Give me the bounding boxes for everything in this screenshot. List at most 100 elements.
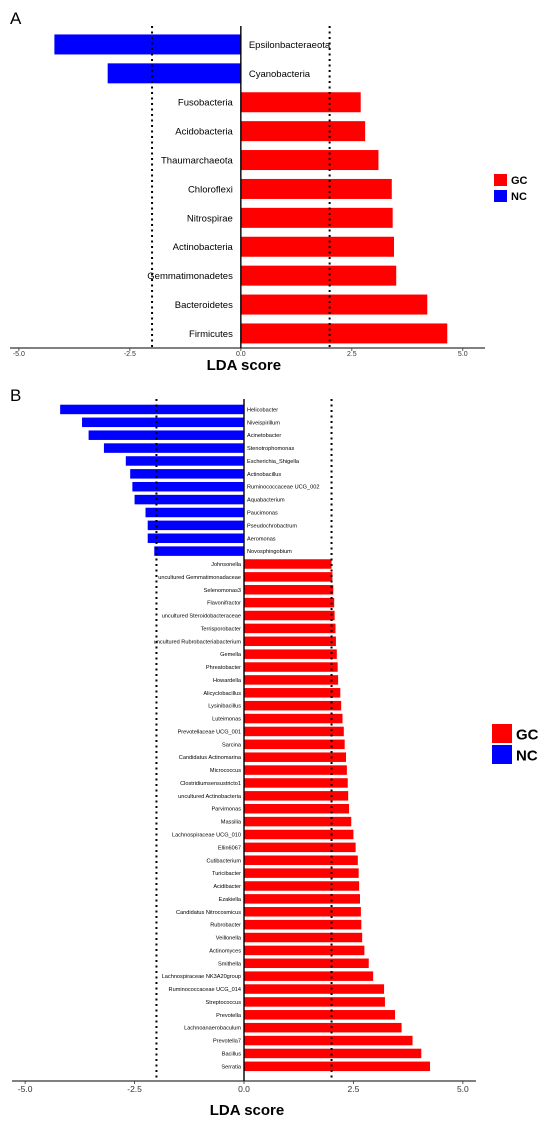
bar-nc — [154, 546, 244, 556]
bar-gc — [244, 932, 363, 943]
bar-gc — [244, 829, 354, 840]
bar-gc — [244, 855, 358, 865]
bar-gc — [244, 1048, 422, 1059]
category-label: Lysinibacillus — [208, 704, 241, 710]
category-label: Acinetobacter — [247, 433, 281, 439]
bar-gc — [244, 688, 341, 698]
category-label: uncultured Actinobacteria — [178, 794, 242, 800]
bar-nc — [134, 494, 244, 505]
category-label: Bacteroidetes — [175, 300, 233, 311]
bar-nc — [125, 456, 244, 466]
x-tick-label: -5.0 — [18, 1084, 33, 1094]
x-tick-label: 2.5 — [347, 351, 357, 358]
bar-gc — [240, 92, 361, 113]
bar-gc — [240, 178, 392, 199]
category-label: uncultured Gemmatimonadaceae — [158, 575, 241, 581]
bar-gc — [244, 894, 360, 904]
bar-gc — [244, 842, 356, 853]
bar-nc — [130, 469, 244, 479]
bar-nc — [60, 404, 245, 415]
category-label: Lachnospiraceae UCG_010 — [172, 832, 241, 838]
panel-a-chart: A Epsilonbacteraeota Cyanobacteria Fusobact… — [10, 9, 528, 374]
bar-gc — [240, 265, 397, 286]
x-tick-label: 0.0 — [236, 351, 246, 358]
category-label: Terrisporobacter — [201, 626, 242, 632]
category-label: Cyanobacteria — [249, 69, 311, 80]
category-label: Ruminococcaceae UCG_002 — [247, 485, 319, 491]
category-label: Chloroflexi — [188, 184, 233, 195]
category-label: Aquabacterium — [247, 498, 285, 504]
category-label: Micrococcus — [210, 768, 241, 774]
bar-gc — [240, 294, 428, 315]
legend-swatch-gc — [492, 724, 512, 743]
bar-gc — [240, 121, 366, 142]
category-label: Actinobacillus — [247, 472, 281, 478]
category-label: Lachnospiraceae NK3A20group — [162, 974, 241, 980]
bar-gc — [244, 662, 338, 672]
bar-gc — [244, 1010, 396, 1020]
category-label: Howardella — [213, 678, 242, 684]
category-label: Actinomyces — [209, 948, 241, 954]
x-tick-label: 0.0 — [238, 1084, 250, 1094]
category-label: Ezakiella — [219, 897, 242, 903]
x-tick-label: 5.0 — [458, 351, 468, 358]
legend-label-nc: NC — [516, 748, 538, 765]
category-label: Prevotella7 — [213, 1039, 241, 1045]
category-label: Massilia — [221, 820, 242, 826]
bar-gc — [244, 907, 361, 917]
category-label: Johnsonella — [211, 562, 242, 568]
bar-gc — [244, 739, 345, 750]
category-label: Thaumarchaeota — [161, 155, 234, 166]
category-label: Smithella — [218, 961, 242, 967]
category-label: Turicibacter — [212, 871, 241, 877]
category-label: Selenomonas3 — [204, 588, 241, 594]
legend-swatch-nc — [494, 190, 507, 202]
bar-gc — [244, 572, 333, 582]
bar-nc — [103, 443, 244, 453]
category-label: Alicyclobacillus — [203, 691, 241, 697]
bar-gc — [244, 778, 348, 788]
category-label: Helicobacter — [247, 407, 278, 413]
category-label: Parvimonas — [211, 807, 241, 813]
legend-swatch-gc — [494, 174, 507, 186]
bar-nc — [82, 417, 244, 428]
x-tick-label: -2.5 — [127, 1084, 142, 1094]
category-label: Serratia — [221, 1064, 241, 1070]
category-label: Escherichia_Shigella — [247, 459, 300, 465]
panel-label: A — [10, 9, 22, 28]
bar-gc — [244, 752, 346, 762]
category-label: Candidatus Nitrocosmicus — [176, 910, 241, 916]
category-label: Bacillus — [222, 1051, 241, 1057]
bar-nc — [132, 481, 244, 492]
bar-gc — [244, 881, 360, 891]
category-label: Ellin6067 — [218, 845, 241, 851]
x-axis-label: LDA score — [207, 357, 281, 374]
category-label: Ruminococcaceae UCG_014 — [169, 987, 241, 993]
bar-gc — [244, 971, 374, 981]
category-label: Sarcina — [222, 742, 242, 748]
bar-gc — [244, 984, 385, 994]
category-label: uncultured Steroidobacteraceae — [162, 614, 241, 620]
x-axis-label: LDA score — [210, 1102, 284, 1119]
category-label: Actinobacteria — [173, 242, 234, 253]
category-label: Veillonella — [216, 936, 242, 942]
category-label: Luteimonas — [212, 717, 241, 723]
bar-gc — [240, 150, 379, 171]
legend-swatch-nc — [492, 745, 512, 764]
category-label: Pseudochrobactrum — [247, 523, 297, 529]
bar-gc — [244, 610, 335, 621]
category-label: Prevotella — [216, 1013, 242, 1019]
legend-label-nc: NC — [511, 191, 527, 203]
category-label: Paucimonas — [247, 510, 278, 516]
bar-gc — [244, 945, 365, 956]
bar-gc — [244, 803, 350, 814]
bar-gc — [244, 1022, 402, 1033]
bar-nc — [54, 34, 241, 55]
bar-gc — [244, 585, 334, 595]
x-tick-label: 2.5 — [348, 1084, 360, 1094]
category-label: Aeromonas — [247, 536, 276, 542]
bar-gc — [244, 791, 349, 801]
bar-gc — [244, 636, 336, 647]
category-label: Streptococcus — [206, 1000, 242, 1006]
